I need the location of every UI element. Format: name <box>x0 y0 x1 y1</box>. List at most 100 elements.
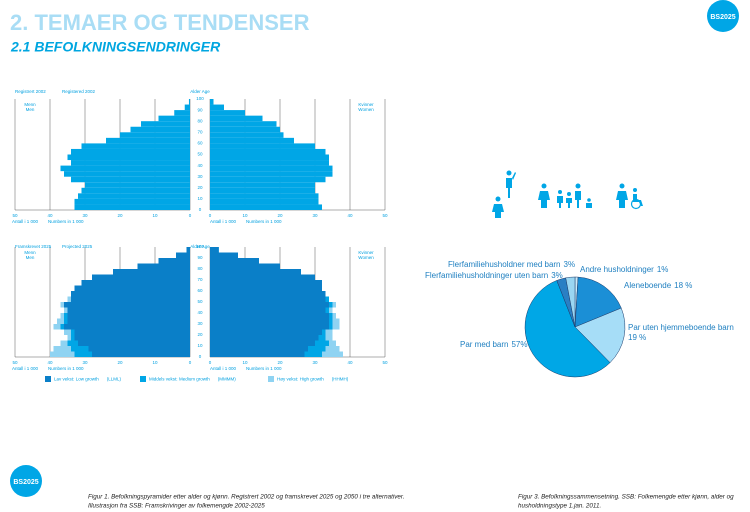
y-tick-label: 50 <box>197 152 203 157</box>
bar <box>210 165 333 172</box>
legend-text: Medium growth <box>179 377 210 382</box>
bar <box>210 285 322 291</box>
bar <box>71 291 190 297</box>
bar <box>113 269 190 275</box>
bar <box>210 340 315 346</box>
y-tick-label: 100 <box>196 96 204 101</box>
bar <box>210 104 224 111</box>
x-tick-label: 20 <box>117 213 123 218</box>
x-tick-label: 40 <box>47 213 53 218</box>
bar <box>210 318 329 324</box>
side-label: Women <box>358 107 374 112</box>
caption: Illustrasjon fra SSB: Framskrivinger av … <box>88 503 265 510</box>
bar <box>74 329 190 335</box>
bar <box>210 176 326 183</box>
bar <box>210 154 329 161</box>
bar <box>64 324 190 330</box>
bar <box>210 324 329 330</box>
bar <box>67 313 190 319</box>
y-tick-label: 40 <box>197 310 203 315</box>
slice-value: 19 % <box>628 333 646 342</box>
bar <box>71 176 190 183</box>
slice-label: Flerfamiliehusholdninger uten barn 3% <box>425 271 563 280</box>
bar <box>210 204 322 210</box>
bar <box>210 302 329 308</box>
bar <box>158 115 190 122</box>
axis-title: Antall i 1 000 <box>12 219 39 224</box>
legend-swatch <box>140 376 146 382</box>
bar <box>210 132 284 138</box>
bar <box>92 274 190 280</box>
legend-text: Middels vekst: <box>149 377 178 382</box>
axis-title: Numbers in 1 000 <box>48 219 84 224</box>
bar <box>210 126 280 133</box>
bar <box>210 274 315 280</box>
x-tick-label: 10 <box>152 213 158 218</box>
slice-label: Par uten hjemmeboende barn <box>628 323 734 332</box>
x-tick-label: 50 <box>382 213 388 218</box>
slice-value: 3% <box>564 260 576 269</box>
bar <box>210 247 219 253</box>
bar <box>92 351 190 357</box>
bar <box>88 346 190 352</box>
slice-label: Andre husholdninger 1% <box>580 265 668 274</box>
chart-subtitle: Projected 2025 <box>62 244 93 249</box>
bar <box>210 187 315 194</box>
axis-title: Numbers in 1 000 <box>246 366 282 371</box>
bar <box>210 137 294 144</box>
x-tick-label: 40 <box>47 360 53 365</box>
slice-category: Flerfamiliehusholdner med barn <box>448 260 561 269</box>
chart-title: Framskrevet 2025 <box>15 244 52 249</box>
side-label: Kvinner <box>358 102 374 107</box>
bar <box>210 351 305 357</box>
y-tick-label: 0 <box>199 354 202 359</box>
bar <box>210 263 280 269</box>
slice-category: Flerfamiliehusholdninger uten barn <box>425 271 548 280</box>
bar <box>158 258 190 264</box>
bar <box>60 165 190 172</box>
bar <box>81 187 190 194</box>
bar <box>176 252 190 258</box>
pie-slice <box>565 276 576 328</box>
axis-title: Alder Age <box>190 89 210 94</box>
caption: Figur 1. Befolkningspyramider etter alde… <box>88 494 405 501</box>
side-label: Menn <box>24 250 36 255</box>
legend-label: Middels vekst: Medium growth (MMMM) <box>149 377 236 382</box>
x-tick-label: 40 <box>347 360 353 365</box>
legend-text: High growth <box>300 377 325 382</box>
slice-value: 3% <box>551 271 563 280</box>
bar <box>210 182 315 188</box>
bar <box>210 121 277 127</box>
pie-slice <box>574 276 622 328</box>
y-tick-label: 30 <box>197 174 203 179</box>
x-tick-label: 30 <box>82 213 88 218</box>
x-tick-label: 10 <box>242 360 248 365</box>
legend-swatch <box>268 376 274 382</box>
logo-text: BS2025 <box>13 479 38 486</box>
x-tick-label: 0 <box>209 213 212 218</box>
bar <box>210 346 308 352</box>
side-label: Kvinner <box>358 250 374 255</box>
x-tick-label: 0 <box>189 213 192 218</box>
bar <box>78 340 190 346</box>
slice-value: 18 % <box>674 281 692 290</box>
x-tick-label: 30 <box>82 360 88 365</box>
y-tick-label: 10 <box>197 343 203 348</box>
logo: BS2025 <box>10 465 42 497</box>
bar <box>106 137 190 144</box>
bar <box>120 132 190 138</box>
bar <box>210 115 263 122</box>
bar <box>74 198 190 205</box>
side-label: Menn <box>24 102 36 107</box>
caption: husholdningstype 1.jan. 2011. <box>518 503 601 510</box>
bar <box>64 171 190 177</box>
bar <box>141 121 190 127</box>
bar <box>174 110 190 116</box>
y-tick-label: 40 <box>197 163 203 168</box>
y-tick-label: 0 <box>199 207 202 212</box>
pie-slice <box>524 280 611 378</box>
pie-slice <box>574 307 626 363</box>
legend-text: Høy vekst: <box>277 377 298 382</box>
legend-text: (HHMH) <box>332 377 349 382</box>
